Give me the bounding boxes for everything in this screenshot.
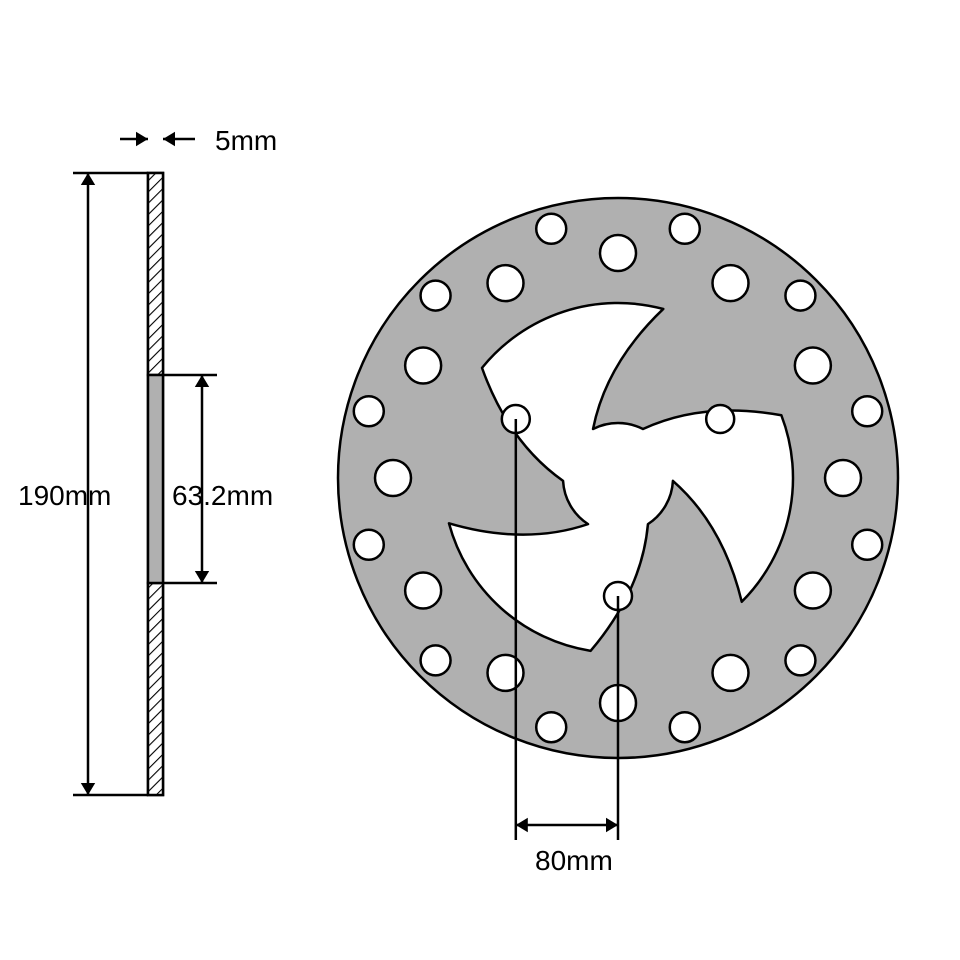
vent-hole [785, 281, 815, 311]
vent-hole [785, 645, 815, 675]
vent-hole [670, 712, 700, 742]
arrow-head-icon [136, 132, 148, 146]
label-outer-diameter: 190mm [18, 480, 111, 511]
vent-hole [421, 281, 451, 311]
vent-hole [713, 265, 749, 301]
vent-hole [488, 655, 524, 691]
label-inner-diameter: 63.2mm [172, 480, 273, 511]
vent-hole [405, 573, 441, 609]
arrow-head-icon [195, 571, 209, 583]
vent-hole [795, 348, 831, 384]
vent-hole [852, 530, 882, 560]
vent-hole [600, 235, 636, 271]
side-section-bottom [148, 583, 163, 795]
vent-hole [354, 530, 384, 560]
vent-hole [354, 396, 384, 426]
vent-hole [536, 712, 566, 742]
vent-hole [825, 460, 861, 496]
side-section-top [148, 173, 163, 375]
brake-disc-side-view [148, 173, 163, 795]
arrow-head-icon [606, 818, 618, 832]
arrow-head-icon [516, 818, 528, 832]
vent-hole [713, 655, 749, 691]
label-bolt-circle: 80mm [535, 845, 613, 876]
vent-hole [852, 396, 882, 426]
arrow-head-icon [195, 375, 209, 387]
side-section-mid [148, 375, 163, 583]
vent-hole [405, 348, 441, 384]
vent-hole [375, 460, 411, 496]
arrow-head-icon [81, 173, 95, 185]
arrow-head-icon [163, 132, 175, 146]
vent-hole [488, 265, 524, 301]
vent-hole [795, 573, 831, 609]
label-thickness: 5mm [215, 125, 277, 156]
vent-hole [670, 214, 700, 244]
bolt-hole [706, 405, 734, 433]
vent-hole [536, 214, 566, 244]
vent-hole [421, 645, 451, 675]
arrow-head-icon [81, 783, 95, 795]
